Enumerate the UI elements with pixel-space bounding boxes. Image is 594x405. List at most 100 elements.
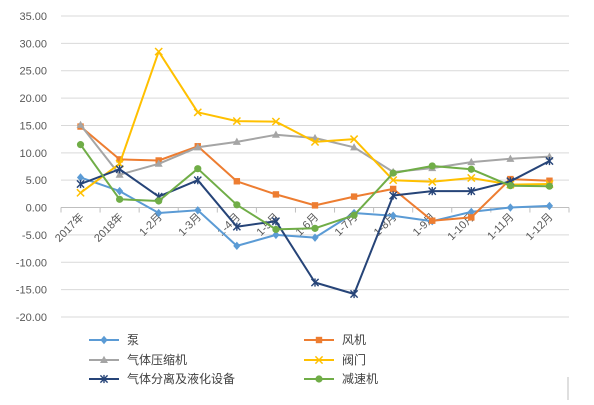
data-point	[233, 178, 241, 185]
data-point	[428, 177, 437, 186]
legend-marker	[99, 374, 109, 384]
x-tick-label: 2018年	[91, 210, 126, 245]
data-point	[545, 156, 554, 166]
series-lines	[76, 47, 554, 299]
legend-item: 气体分离及液化设备	[89, 371, 235, 386]
y-tick-label: -5.00	[22, 230, 47, 242]
data-point	[76, 179, 85, 189]
y-tick-label: 20.00	[19, 93, 47, 105]
data-point	[116, 195, 124, 203]
data-point	[428, 187, 437, 196]
legend-item: 泵	[89, 333, 139, 347]
legend-label: 减速机	[342, 372, 378, 386]
data-point	[233, 241, 241, 251]
data-point	[310, 278, 320, 287]
y-tick-label: 5.00	[26, 175, 47, 187]
y-tick-label: 30.00	[19, 38, 47, 50]
data-point	[194, 206, 202, 215]
data-point	[272, 191, 280, 198]
data-point	[349, 135, 359, 144]
data-point	[115, 170, 124, 178]
y-tick-label: 15.00	[19, 120, 47, 132]
data-point	[115, 165, 124, 174]
legend-marker	[315, 336, 323, 344]
data-point	[428, 162, 436, 170]
data-point	[389, 185, 397, 193]
data-point	[232, 116, 241, 126]
data-point	[545, 182, 554, 190]
legend-label: 泵	[127, 333, 139, 347]
x-tick-label: 2017年	[52, 210, 87, 245]
data-point	[311, 202, 319, 209]
legend-item: 气体压缩机	[89, 352, 187, 367]
data-point	[232, 222, 241, 231]
data-point	[467, 157, 476, 166]
data-point	[76, 188, 85, 197]
data-point	[468, 214, 475, 221]
data-point	[154, 47, 163, 56]
data-point	[272, 225, 280, 234]
gridlines	[61, 15, 569, 318]
data-point	[193, 176, 202, 185]
legend-item: 减速机	[304, 372, 378, 386]
series-5	[76, 156, 554, 299]
data-point	[271, 217, 281, 226]
data-point	[467, 165, 475, 173]
data-point	[506, 203, 514, 212]
data-point	[389, 191, 398, 200]
data-point	[389, 169, 397, 177]
data-point	[154, 159, 163, 167]
data-point	[545, 201, 554, 211]
y-tick-label: -20.00	[16, 312, 47, 324]
data-point	[506, 182, 514, 190]
legend-marker	[100, 355, 108, 363]
data-point	[311, 224, 319, 232]
data-point	[467, 173, 476, 183]
legend-label: 气体压缩机	[127, 352, 187, 367]
data-point	[349, 289, 359, 299]
y-axis: -20.00 -15.00 -10.00 -5.00 0.00 5.00 10.00 15.0…	[16, 11, 47, 324]
data-point	[271, 117, 281, 126]
series-line	[79, 124, 550, 176]
legend-label: 阀门	[342, 352, 366, 367]
data-point	[467, 207, 475, 217]
series-6	[76, 141, 554, 234]
data-point	[155, 208, 163, 218]
data-point	[76, 120, 85, 128]
data-point	[76, 173, 85, 182]
data-point	[350, 143, 359, 151]
x-tick-label: 1-11月	[485, 211, 516, 242]
y-tick-label: -15.00	[16, 285, 47, 297]
data-point	[76, 141, 85, 149]
data-point	[389, 211, 397, 220]
data-point	[429, 217, 436, 224]
data-point	[546, 177, 553, 184]
data-point	[350, 211, 358, 219]
data-point	[545, 152, 554, 160]
legend-item: 阀门	[304, 352, 366, 367]
x-tick-label: 1-12月	[524, 211, 556, 243]
legend-marker	[314, 355, 324, 365]
data-point	[155, 197, 163, 205]
series-1	[76, 173, 554, 251]
data-point	[467, 187, 476, 196]
legend-marker	[100, 335, 108, 345]
data-point	[311, 233, 319, 242]
series-3	[76, 120, 554, 178]
data-point	[116, 186, 124, 196]
y-tick-label: 35.00	[19, 11, 47, 23]
data-point	[506, 154, 515, 162]
y-tick-label: -10.00	[16, 257, 47, 269]
legend-label: 气体分离及液化设备	[127, 371, 235, 386]
data-point	[350, 193, 358, 200]
legend-item: 风机	[304, 333, 366, 347]
data-point	[193, 108, 202, 117]
data-point	[389, 176, 398, 185]
data-point	[233, 201, 241, 209]
y-tick-label: 0.00	[26, 203, 47, 215]
legend-label: 风机	[342, 333, 366, 347]
data-point	[310, 137, 320, 147]
